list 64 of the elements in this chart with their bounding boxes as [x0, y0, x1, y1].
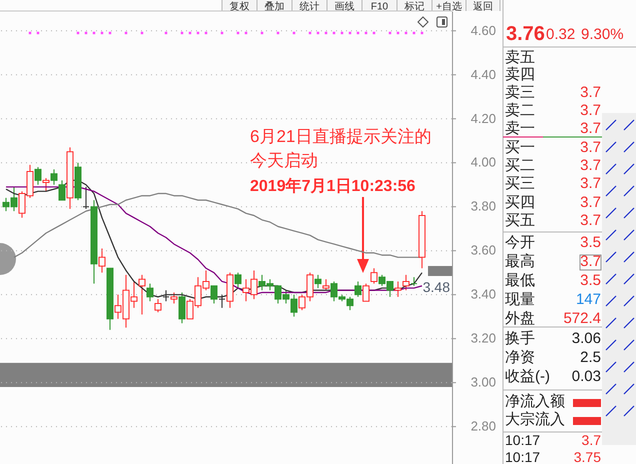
text: 外盘: [505, 310, 535, 327]
annotation: 今天启动: [250, 151, 318, 170]
text: 现量: [505, 291, 535, 308]
text: 最低: [505, 272, 535, 289]
text: 卖五: [505, 49, 535, 66]
annotation: 标记: [404, 0, 424, 12]
text: 3.75: [574, 449, 602, 464]
y-tick-label: 3.00: [470, 374, 496, 390]
text: 3.7: [580, 120, 601, 137]
y-tick-label: 3.40: [470, 286, 496, 302]
text: 买二: [505, 157, 535, 174]
text: 3.7: [580, 157, 601, 174]
text: 净流入额: [505, 393, 565, 410]
text: 收益(-): [505, 368, 550, 385]
text: 3.5: [580, 234, 601, 251]
annotation: 6月21日直播提示关注的: [250, 127, 432, 146]
y-tick-label: 3.60: [470, 242, 496, 258]
text: 572.4: [563, 310, 601, 327]
y-tick-label: 4.40: [470, 66, 496, 82]
text: 卖三: [505, 84, 535, 101]
text: 3.7: [580, 175, 601, 192]
text: 买五: [505, 212, 535, 229]
annotation: 统计: [300, 0, 320, 12]
y-tick-label: 3.20: [470, 330, 496, 346]
text: 净资: [505, 349, 535, 366]
text: 3.06: [572, 330, 601, 347]
y-tick-label: 3.80: [470, 198, 496, 214]
text: 3.7: [582, 432, 602, 448]
text: 10:17: [505, 449, 540, 464]
text: 买一: [505, 139, 535, 156]
text: 9.30%: [581, 26, 624, 43]
text: 卖四: [505, 66, 535, 83]
text: 大宗流入: [505, 411, 565, 428]
text: 买四: [505, 194, 535, 211]
text: 3.7: [580, 84, 601, 101]
text: 10:17: [505, 432, 540, 448]
text: 3.7: [580, 212, 601, 229]
text: 最高: [505, 253, 535, 270]
text: 今开: [505, 234, 535, 251]
y-tick-label: 4.00: [470, 154, 496, 170]
annotation: 画线: [334, 0, 354, 12]
y-tick-label: 4.20: [470, 110, 496, 126]
text: +自选: [436, 0, 462, 12]
annotation: 叠加: [264, 0, 284, 12]
y-tick-label: 2.80: [470, 418, 496, 434]
y-tick-label: 4.60: [470, 22, 496, 38]
text: 买三: [505, 175, 535, 192]
annotation: 2019年7月1日10:23:56: [250, 177, 416, 195]
annotation: F10: [370, 2, 389, 12]
text: 3.7: [580, 102, 601, 119]
text: 3.76: [506, 23, 545, 45]
text: 0.32: [546, 26, 576, 43]
annotation: 复权: [230, 0, 250, 12]
text: 147: [576, 291, 601, 308]
annotation: 3.48: [422, 279, 450, 295]
text: 3.7: [580, 194, 601, 211]
text: 换手: [505, 330, 535, 347]
text: 卖一: [505, 120, 535, 137]
text: 卖二: [505, 102, 535, 119]
text: 返回: [473, 0, 493, 12]
text: 3.5: [580, 272, 601, 289]
text: 2.5: [580, 349, 601, 366]
text: 3.7: [580, 139, 601, 156]
text: 0.03: [572, 368, 601, 385]
